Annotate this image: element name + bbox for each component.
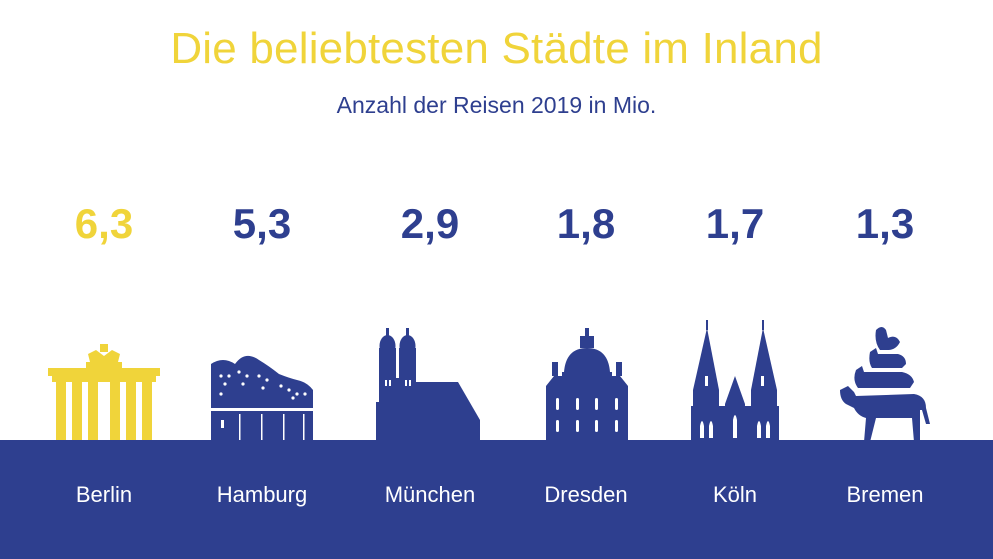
frauenkirche-icon (376, 328, 480, 442)
city-label-koeln: Köln (712, 482, 758, 507)
city-label-berlin: Berlin (75, 482, 133, 507)
value-label-bremen: 1,3 (855, 200, 915, 247)
value-label-berlin: 6,3 (74, 200, 134, 247)
cologne-cathedral-icon (691, 320, 779, 442)
city-label-dresden: Dresden (544, 482, 628, 507)
city-label-muenchen: München (384, 482, 476, 507)
value-label-muenchen: 2,9 (400, 200, 460, 247)
elbphilharmonie-icon (211, 355, 313, 442)
chart-title: Die beliebtesten Städte im Inland (170, 24, 823, 73)
ground-band (0, 440, 993, 559)
chart-subtitle: Anzahl der Reisen 2019 in Mio. (336, 92, 657, 118)
value-label-dresden: 1,8 (556, 200, 616, 247)
city-label-bremen: Bremen (846, 482, 924, 507)
brandenburg-gate-icon (48, 344, 160, 442)
town-musicians-icon (840, 327, 930, 442)
value-label-koeln: 1,7 (705, 200, 765, 247)
value-label-hamburg: 5,3 (232, 200, 292, 247)
frauenkirche-dresden-icon (546, 328, 628, 442)
city-label-hamburg: Hamburg (216, 482, 308, 507)
